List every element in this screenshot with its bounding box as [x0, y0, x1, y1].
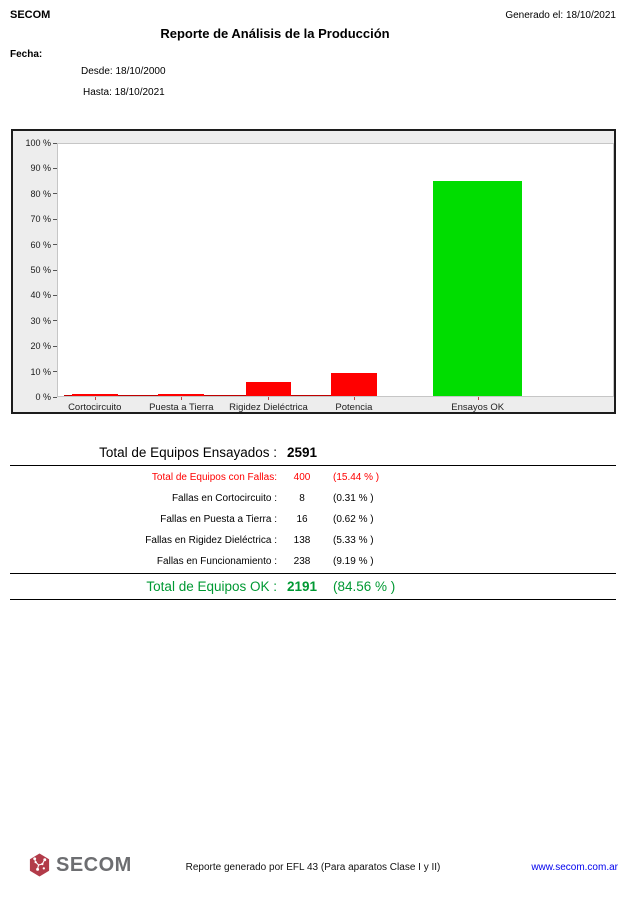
row-value: 2191: [286, 579, 318, 594]
y-axis-tick-mark: [53, 218, 57, 220]
y-axis-tick-label: 30 %: [30, 315, 51, 326]
bar-ensayos-ok: [433, 181, 523, 396]
row-value: 138: [293, 535, 311, 546]
y-axis-tick-mark: [53, 269, 57, 271]
row-label: Fallas en Cortocircuito :: [171, 493, 277, 504]
summary-table: Total de Equipos Ensayados : 2591 Total …: [10, 441, 616, 601]
date-from: Desde: 18/10/2000: [81, 66, 166, 77]
x-axis-category-label: Potencia: [335, 402, 373, 413]
secom-logo-icon: [29, 853, 50, 877]
chart-plot-area: [57, 143, 614, 397]
divider: [10, 573, 616, 574]
row-value: 400: [293, 472, 311, 483]
table-row-total-ok: Total de Equipos OK : 2191 (84.56 % ): [10, 575, 616, 598]
y-axis-tick-mark: [53, 193, 57, 195]
row-percent: (15.44 % ): [333, 472, 380, 483]
y-axis-tick-mark: [53, 167, 57, 169]
y-axis-tick-label: 50 %: [30, 265, 51, 275]
footer-logo: SECOM: [28, 852, 132, 878]
y-axis-tick-label: 40 %: [30, 290, 51, 301]
y-axis-tick-label: 80 %: [30, 188, 51, 199]
table-row-total-ensayados: Total de Equipos Ensayados : 2591: [10, 441, 616, 464]
table-row-rigidez-dielectrica: Fallas en Rigidez Dieléctrica : 138 (5.3…: [10, 530, 616, 551]
x-axis-category-label: Ensayos OK: [451, 402, 505, 413]
bar-puesta-a-tierra: [158, 394, 205, 396]
row-label: Fallas en Rigidez Dieléctrica :: [145, 535, 277, 546]
row-percent: (5.33 % ): [333, 535, 374, 546]
x-axis-tick-mark: [94, 397, 96, 400]
footer-logo-text: SECOM: [56, 854, 132, 876]
y-axis-tick-mark: [53, 244, 57, 246]
y-axis-tick-label: 60 %: [30, 239, 51, 250]
divider: [10, 465, 616, 466]
row-value: 2591: [286, 445, 318, 460]
bar-rigidez-diel-ctrica: [245, 382, 292, 396]
row-percent: (0.31 % ): [333, 493, 374, 504]
production-bar-chart: 0 % 10 % 20 % 30 % 40 % 50 % 60 % 70 % 80 % 90 % 1…: [11, 129, 616, 414]
date-section-label: Fecha:: [10, 49, 43, 60]
x-axis-tick-mark: [181, 397, 183, 400]
page-title: Reporte de Análisis de la Producción: [160, 26, 390, 41]
table-row-puesta-a-tierra: Fallas en Puesta a Tierra : 16 (0.62 % ): [10, 509, 616, 530]
row-percent: (9.19 % ): [333, 556, 374, 567]
row-value: 238: [293, 556, 311, 567]
table-row-funcionamiento: Fallas en Funcionamiento : 238 (9.19 % ): [10, 551, 616, 572]
bar-cortocircuito: [71, 394, 118, 396]
fail-series-baseline: [63, 395, 373, 396]
y-axis-tick-mark: [53, 396, 57, 398]
row-percent: (0.62 % ): [333, 514, 374, 525]
y-axis-tick-mark: [53, 142, 57, 144]
bar-potencia: [331, 372, 377, 396]
footer-website-link[interactable]: www.secom.com.ar: [531, 862, 618, 873]
row-label: Total de Equipos OK :: [146, 579, 277, 594]
x-axis-category-label: Cortocircuito: [68, 402, 122, 413]
footer-generator-note: Reporte generado por EFL 43 (Para aparat…: [185, 862, 441, 873]
y-axis-tick-mark: [53, 345, 57, 347]
table-row-fallas-total: Total de Equipos con Fallas: 400 (15.44 …: [10, 467, 616, 488]
row-value: 8: [299, 493, 305, 504]
y-axis-tick-label: 100 %: [25, 138, 51, 148]
x-axis-category-label: Rigidez Dieléctrica: [229, 402, 308, 413]
divider: [10, 599, 616, 600]
y-axis-tick-mark: [53, 294, 57, 296]
x-axis-category-label: Puesta a Tierra: [149, 402, 214, 413]
row-label: Total de Equipos Ensayados :: [99, 445, 277, 460]
table-row-cortocircuito: Fallas en Cortocircuito : 8 (0.31 % ): [10, 488, 616, 509]
generated-date: Generado el: 18/10/2021: [505, 10, 616, 21]
x-axis-tick-mark: [353, 397, 355, 400]
app-name: SECOM: [10, 9, 51, 21]
y-axis-tick-label: 90 %: [30, 163, 51, 174]
row-label: Total de Equipos con Fallas:: [151, 472, 277, 483]
row-value: 16: [296, 514, 308, 525]
x-axis-tick-mark: [268, 397, 270, 400]
x-axis-tick-mark: [477, 397, 479, 400]
row-label: Fallas en Puesta a Tierra :: [160, 514, 277, 525]
row-percent: (84.56 % ): [333, 579, 396, 594]
y-axis-tick-label: 70 %: [30, 214, 51, 225]
y-axis-tick-mark: [53, 320, 57, 322]
y-axis-tick-label: 10 %: [30, 366, 51, 377]
y-axis-tick-label: 0 %: [35, 392, 51, 402]
row-label: Fallas en Funcionamiento :: [156, 556, 277, 567]
y-axis-tick-mark: [53, 371, 57, 373]
y-axis-tick-label: 20 %: [30, 341, 51, 352]
date-to: Hasta: 18/10/2021: [83, 87, 165, 98]
